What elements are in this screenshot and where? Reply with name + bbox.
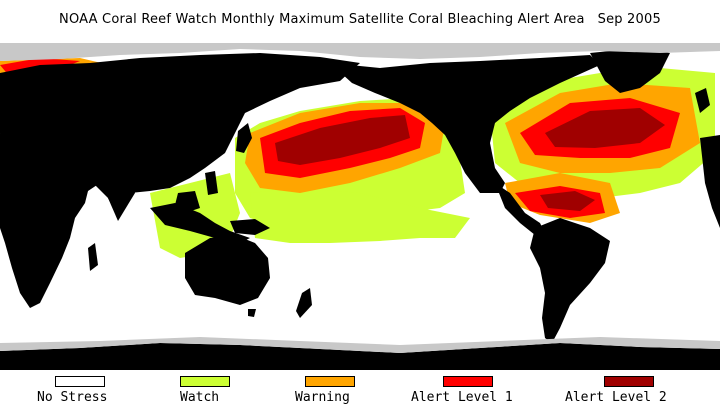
legend-label-no-stress: No Stress xyxy=(37,390,108,405)
land-tasmania xyxy=(248,309,256,317)
legend-swatch-alert-level-2 xyxy=(604,376,654,387)
land-indonesia xyxy=(150,203,250,243)
legend-swatch-alert-level-1 xyxy=(443,376,493,387)
land-india xyxy=(105,163,135,221)
alert2-zone-north-pacific xyxy=(275,115,410,165)
legend-label-alert-level-1: Alert Level 1 xyxy=(411,390,513,405)
land-japan xyxy=(236,123,252,153)
legend-label-watch: Watch xyxy=(180,390,220,405)
land-africa-east xyxy=(700,135,720,228)
alert2-zone-caribbean xyxy=(540,191,595,211)
land-madagascar xyxy=(88,243,98,271)
land-central-america xyxy=(495,183,545,235)
land-british-isles xyxy=(695,88,710,113)
antarctic-sea-ice xyxy=(0,337,720,353)
stress-zones xyxy=(0,58,715,258)
land-australia xyxy=(185,235,270,305)
land-greenland xyxy=(590,48,670,93)
arctic-sea-ice xyxy=(0,43,720,61)
land-south-america xyxy=(530,218,610,343)
landmasses xyxy=(0,48,720,370)
land-antarctica xyxy=(0,343,720,370)
world-map-svg xyxy=(0,43,720,370)
land-borneo xyxy=(175,191,200,213)
land-philippines xyxy=(205,171,218,195)
bleaching-alert-map xyxy=(0,43,720,370)
sea-ice xyxy=(0,43,720,353)
land-new-zealand xyxy=(296,288,312,318)
watch-zone-central-pacific xyxy=(250,188,470,243)
map-title: NOAA Coral Reef Watch Monthly Maximum Sa… xyxy=(59,12,661,27)
land-africa xyxy=(0,133,90,308)
legend-swatch-no-stress xyxy=(55,376,105,387)
land-arabia xyxy=(60,155,100,193)
legend-swatch-warning xyxy=(305,376,355,387)
legend-label-alert-level-2: Alert Level 2 xyxy=(565,390,667,405)
alert2-zone-north-atlantic xyxy=(545,108,665,148)
map-legend: No Stress Watch Warning Alert Level 1 Al… xyxy=(0,374,720,411)
legend-swatch-watch xyxy=(180,376,230,387)
legend-label-warning: Warning xyxy=(295,390,350,405)
land-new-guinea xyxy=(230,219,270,235)
land-north-america xyxy=(330,55,600,193)
